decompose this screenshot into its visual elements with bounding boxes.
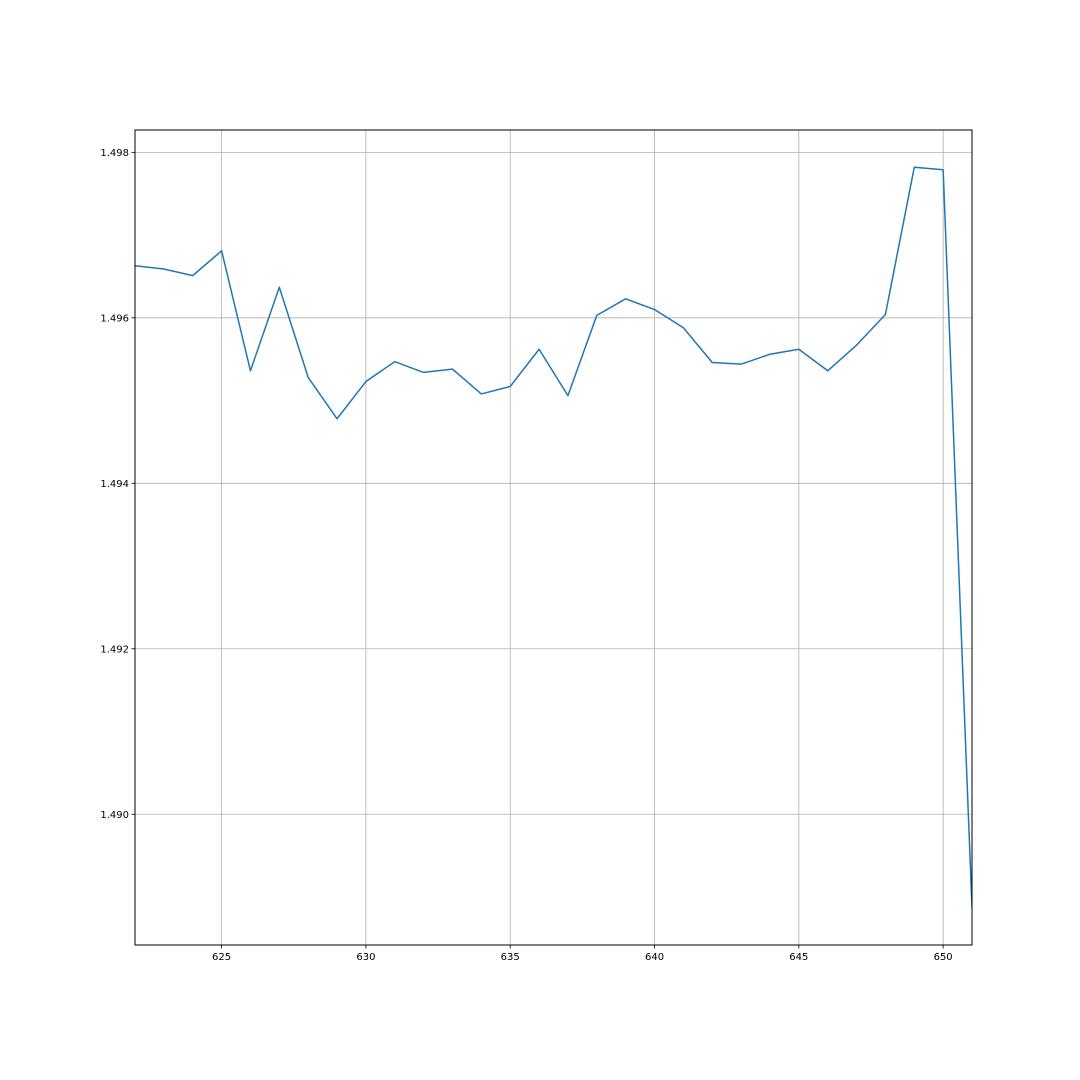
y-tick-label: 1.494 [100,479,129,490]
plot-area-frame [134,129,973,946]
y-tick-label: 1.490 [100,810,129,821]
x-tick-label: 630 [356,952,375,963]
x-tick-label: 640 [645,952,664,963]
y-tick-label: 1.496 [100,313,129,324]
y-tick-label: 1.492 [100,644,129,655]
y-tick-label: 1.498 [100,148,129,159]
y-axis-ticks: 1.490 1.492 1.494 1.496 1.498 [100,148,135,821]
x-tick-label: 650 [934,952,953,963]
x-tick-label: 635 [501,952,520,963]
x-tick-label: 645 [789,952,808,963]
grid [135,130,972,945]
series-line-0 [135,166,972,908]
x-tick-label: 625 [212,952,231,963]
series-layer [135,166,972,908]
x-axis-ticks: 625 630 635 640 645 650 [212,945,953,963]
